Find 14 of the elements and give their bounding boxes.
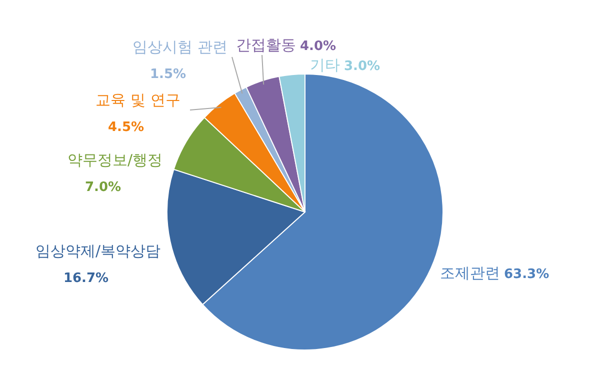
data-label: 7.0% <box>84 180 122 195</box>
slice-label: 임상약제/복약상담 <box>35 242 161 260</box>
slice-label: 간접활동 <box>236 36 296 54</box>
slice-label: 약무정보/행정 <box>67 151 163 169</box>
slice-label: 조제관련 <box>440 264 500 282</box>
slice-label: 교육 및 연구 <box>96 91 180 109</box>
data-label: 4.5% <box>108 120 144 135</box>
data-label: 3.0% <box>344 59 380 74</box>
data-label: 16.7% <box>63 271 109 286</box>
slice-label: 기타 <box>310 56 340 74</box>
data-label: 63.3% <box>504 267 550 282</box>
slice-label: 임상시험 관련 <box>132 38 228 56</box>
data-label: 4.0% <box>300 39 336 54</box>
data-label: 1.5% <box>150 67 186 82</box>
